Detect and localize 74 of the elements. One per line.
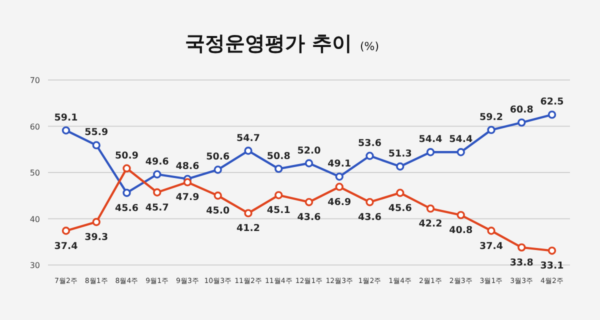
data-label: 50.9	[115, 150, 138, 162]
point	[426, 148, 435, 156]
data-label: 52.0	[297, 145, 322, 156]
point	[366, 198, 374, 206]
data-label: 49.6	[145, 156, 170, 168]
data-label: 54.4	[449, 134, 473, 146]
point	[244, 146, 252, 155]
data-label: 54.7	[236, 132, 260, 144]
data-label: 43.6	[358, 212, 382, 224]
point	[426, 204, 435, 213]
data-label: 48.6	[176, 160, 200, 172]
point	[456, 148, 465, 156]
data-label: 53.6	[358, 138, 382, 149]
point	[518, 243, 526, 252]
point	[92, 218, 100, 226]
point	[456, 210, 465, 220]
data-label: 50.8	[266, 150, 291, 162]
data-label: 55.9	[84, 127, 108, 138]
data-label: 39.3	[84, 232, 108, 243]
data-label: 60.8	[510, 104, 534, 116]
data-label: 33.8	[510, 257, 534, 268]
data-label: 49.1	[328, 158, 352, 170]
point	[274, 164, 283, 173]
y-tick-label: 40	[30, 214, 40, 224]
point	[214, 166, 222, 174]
point	[335, 182, 344, 191]
data-label: 37.4	[54, 240, 78, 252]
y-tick-label: 70	[30, 76, 40, 85]
y-tick-label: 60	[30, 122, 40, 132]
point	[62, 126, 70, 135]
point	[274, 191, 283, 200]
data-label: 47.9	[176, 192, 200, 204]
point	[153, 188, 162, 196]
y-tick-label: 30	[30, 261, 40, 270]
data-label: 45.6	[388, 202, 412, 214]
point	[153, 170, 162, 178]
point	[548, 246, 556, 255]
point	[396, 188, 404, 197]
data-label: 33.1	[540, 260, 564, 272]
point	[548, 110, 556, 119]
point	[487, 226, 496, 235]
point	[122, 188, 131, 197]
chart-subtitle: (%)	[360, 40, 380, 53]
data-label: 45.7	[145, 202, 169, 214]
data-label: 45.1	[266, 205, 290, 216]
point	[122, 164, 131, 172]
point	[304, 198, 314, 206]
data-label: 43.6	[297, 212, 322, 224]
point	[62, 226, 70, 235]
data-label: 45.6	[115, 202, 139, 214]
data-label: 41.2	[236, 223, 260, 234]
data-label: 59.2	[480, 112, 503, 123]
data-label: 54.4	[418, 134, 443, 146]
point	[183, 178, 192, 186]
point	[518, 118, 526, 127]
data-label: 51.3	[388, 148, 412, 160]
point	[244, 209, 252, 218]
data-label: 37.4	[480, 240, 504, 252]
data-label: 59.1	[54, 112, 78, 124]
point	[92, 141, 100, 150]
data-label: 40.8	[449, 225, 473, 236]
data-label: 42.2	[418, 218, 442, 230]
data-label: 45.0	[206, 206, 230, 217]
data-label: 50.6	[206, 152, 230, 163]
chart-title: 국정운영평가 추이	[184, 31, 352, 55]
y-tick-label: 50	[30, 168, 40, 178]
point	[214, 192, 222, 200]
data-label: 62.5	[540, 96, 564, 108]
point	[304, 159, 314, 168]
point	[335, 172, 344, 181]
point	[487, 126, 496, 134]
data-label: 46.9	[328, 196, 352, 208]
point	[366, 152, 374, 160]
point	[396, 162, 404, 171]
